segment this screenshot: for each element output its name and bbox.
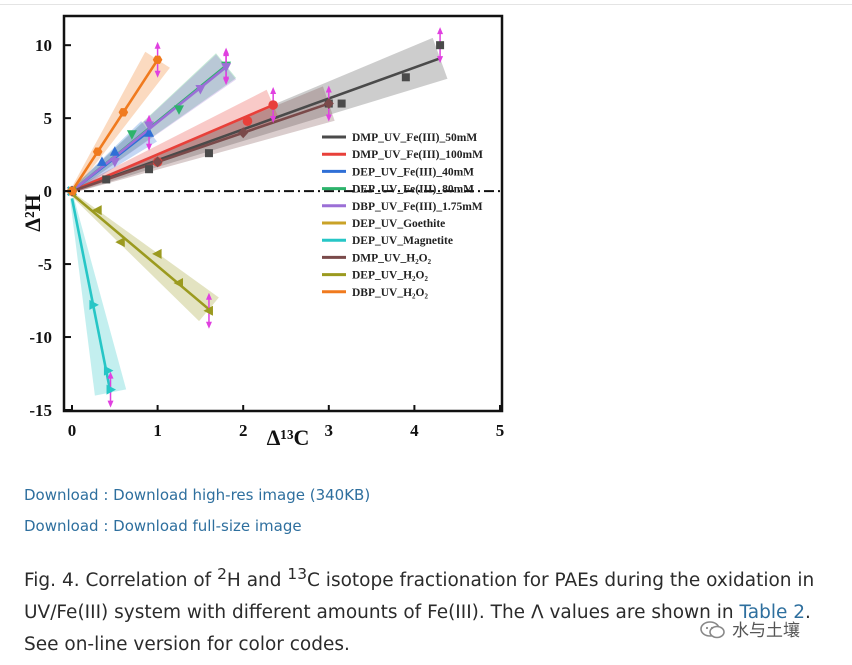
legend-label-5: DEP_UV_Goethite — [352, 218, 445, 230]
figure-label: Fig. 4. — [24, 570, 80, 592]
data-point-2-3 — [144, 127, 155, 137]
data-point-2-1 — [96, 156, 107, 166]
legend-label-0: DMP_UV_Fe(III)_50mM — [352, 132, 477, 144]
data-point-6-3 — [106, 384, 117, 395]
x-tick-label-1: 1 — [153, 421, 162, 440]
watermark: 水与土壤 — [700, 616, 800, 641]
data-point-0-1 — [102, 175, 111, 184]
legend-label-1: DMP_UV_Fe(III)_100mM — [352, 149, 483, 161]
isotope-correlation-chart: 0 1 2 3 4 5 10 5 0 -5 -10 -15 Δ¹³C Δ²H DMP_UV_Fe(I… — [20, 14, 505, 450]
download-full-size-link[interactable]: Download : Download full-size image — [24, 517, 302, 535]
fit-line-6 — [70, 198, 112, 393]
data-point-0-2 — [145, 165, 154, 174]
data-point-9-1 — [92, 147, 103, 156]
data-point-3-2 — [174, 105, 184, 115]
data-point-4-1 — [109, 157, 120, 168]
data-point-8-2 — [115, 237, 125, 248]
fit-line-9 — [70, 59, 159, 192]
data-point-8-1 — [92, 205, 102, 216]
x-tick-label-2: 2 — [239, 421, 248, 440]
y-tick-label-2: 0 — [44, 182, 53, 201]
data-point-0-7 — [436, 41, 445, 50]
x-tick-label-5: 5 — [496, 421, 505, 440]
data-point-7-2 — [238, 127, 249, 139]
watermark-text: 水与土壤 — [732, 621, 800, 641]
y-tick-label-4: -10 — [29, 328, 52, 347]
data-point-2-2 — [109, 146, 120, 156]
data-point-4-4 — [221, 63, 232, 73]
legend-label-7: DMP_UV_H₂O₂ — [352, 252, 432, 264]
data-point-1-3 — [268, 100, 278, 110]
data-point-0-5 — [337, 99, 346, 108]
legend-label-6: DEP_UV_Magnetite — [352, 235, 453, 247]
data-point-4-2 — [144, 121, 155, 131]
data-point-6-1 — [89, 299, 99, 310]
table-2-link[interactable]: Table 2 — [739, 602, 806, 624]
data-point-8-5 — [203, 305, 213, 316]
legend-label-9: DBP_UV_H₂O₂ — [352, 287, 428, 299]
plot-frame — [62, 14, 504, 413]
figure-caption: Fig. 4. Correlation of 2H and 13C isotop… — [24, 565, 815, 656]
data-point-8-3 — [152, 248, 162, 259]
data-point-1-2 — [242, 116, 253, 126]
confidence-band-1 — [71, 89, 280, 193]
data-point-3-1 — [126, 130, 137, 140]
x-tick-label-4: 4 — [410, 421, 419, 440]
legend-label-3: DEP_UV_Fe(III)_80mM — [352, 184, 474, 196]
legend-label-8: DEP_UV_H₂O₂ — [352, 270, 428, 282]
x-axis-label: Δ¹³C — [267, 425, 310, 450]
y-tick-label-0: 10 — [35, 36, 52, 55]
y-tick-label-5: -15 — [29, 401, 52, 420]
data-point-9-2 — [118, 108, 129, 117]
fit-line-8 — [71, 193, 210, 311]
x-tick-label-0: 0 — [68, 421, 77, 440]
data-point-6-2 — [103, 365, 114, 376]
data-point-7-3 — [323, 98, 334, 110]
confidence-band-6 — [70, 198, 127, 396]
data-point-0-6 — [401, 73, 410, 82]
data-point-0-3 — [204, 149, 213, 158]
data-point-7-1 — [152, 156, 163, 168]
top-divider — [0, 4, 852, 5]
legend-label-2: DEP_UV_Fe(III)_40mM — [352, 166, 474, 178]
y-tick-label-3: -5 — [38, 255, 52, 274]
data-point-4-3 — [195, 84, 206, 95]
legend-label-4: DBP_UV_Fe(III)_1.75mM — [352, 201, 483, 213]
x-tick-label-3: 3 — [325, 421, 334, 440]
confidence-band-0 — [71, 37, 448, 193]
download-high-res-link[interactable]: Download : Download high-res image (340K… — [24, 486, 371, 504]
fit-line-7 — [71, 102, 330, 193]
data-point-9-0 — [67, 186, 77, 196]
data-point-8-4 — [173, 278, 183, 289]
y-tick-label-1: 5 — [44, 109, 53, 128]
y-axis-label: Δ²H — [20, 194, 45, 232]
data-point-9-3 — [152, 55, 163, 64]
wechat-icon — [700, 621, 725, 639]
